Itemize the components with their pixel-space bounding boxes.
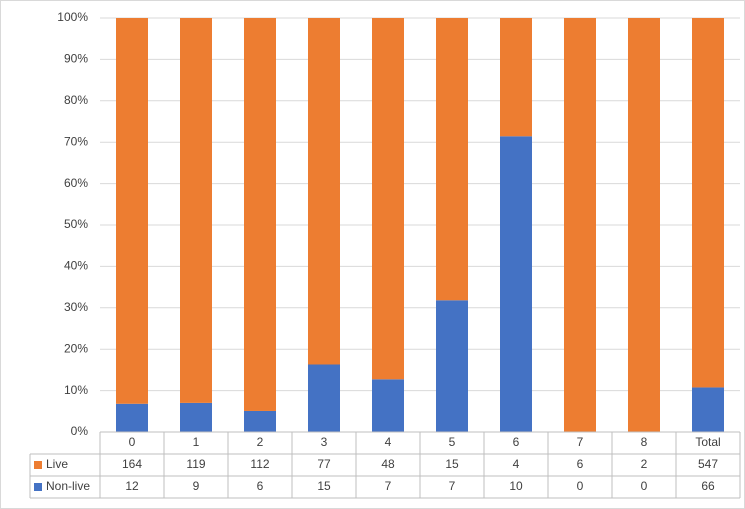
bar-segment xyxy=(372,18,404,380)
x-tick-label: 3 xyxy=(321,435,328,449)
table-value: 0 xyxy=(641,479,648,493)
bar-segment xyxy=(308,18,340,365)
x-tick-label: 5 xyxy=(449,435,456,449)
x-tick-label: 6 xyxy=(513,435,520,449)
bar-segment xyxy=(436,300,468,432)
bar-segment xyxy=(308,364,340,432)
legend-label: Live xyxy=(46,457,68,471)
y-tick-label: 10% xyxy=(64,383,88,397)
bar-segment xyxy=(564,18,596,432)
y-tick-label: 40% xyxy=(64,259,88,273)
bar-segment xyxy=(244,18,276,411)
table-value: 164 xyxy=(122,457,142,471)
x-tick-label: 4 xyxy=(385,435,392,449)
bar-segment xyxy=(372,379,404,432)
table-value: 7 xyxy=(449,479,456,493)
bar-segment xyxy=(436,18,468,301)
table-value: 547 xyxy=(698,457,718,471)
x-tick-label: 0 xyxy=(129,435,136,449)
table-value: 48 xyxy=(381,457,395,471)
table-value: 66 xyxy=(701,479,715,493)
table-value: 15 xyxy=(445,457,459,471)
bar-segment xyxy=(244,410,276,432)
table-value: 4 xyxy=(513,457,520,471)
y-tick-label: 70% xyxy=(64,134,88,148)
bar-segment xyxy=(116,18,148,404)
y-tick-label: 60% xyxy=(64,176,88,190)
legend-swatch xyxy=(34,461,42,469)
bar-segment xyxy=(180,402,212,432)
x-tick-label: 2 xyxy=(257,435,264,449)
x-tick-label: 7 xyxy=(577,435,584,449)
y-tick-label: 90% xyxy=(64,52,88,66)
table-value: 9 xyxy=(193,479,200,493)
table-value: 12 xyxy=(125,479,139,493)
bar-segment xyxy=(628,18,660,432)
y-tick-label: 0% xyxy=(71,424,89,438)
table-value: 112 xyxy=(250,457,269,471)
table-value: 119 xyxy=(186,457,205,471)
bar-segment xyxy=(692,387,724,432)
bar-segment xyxy=(500,136,532,433)
table-value: 10 xyxy=(509,479,523,493)
bar-segment xyxy=(180,18,212,403)
table-value: 15 xyxy=(317,479,331,493)
y-tick-label: 20% xyxy=(64,341,88,355)
bar-segment xyxy=(500,18,532,137)
y-tick-label: 80% xyxy=(64,93,88,107)
table-value: 7 xyxy=(385,479,392,493)
table-value: 6 xyxy=(577,457,584,471)
table-value: 6 xyxy=(257,479,264,493)
bar-segment xyxy=(692,18,724,388)
y-tick-label: 100% xyxy=(57,10,88,24)
legend-swatch xyxy=(34,483,42,491)
x-tick-label: 1 xyxy=(193,435,200,449)
legend-label: Non-live xyxy=(46,479,90,493)
table-value: 2 xyxy=(641,457,648,471)
x-tick-label: Total xyxy=(695,435,720,449)
bar-segment xyxy=(116,403,148,432)
y-tick-label: 30% xyxy=(64,300,88,314)
y-tick-label: 50% xyxy=(64,217,88,231)
x-tick-label: 8 xyxy=(641,435,648,449)
table-value: 0 xyxy=(577,479,584,493)
table-value: 77 xyxy=(317,457,331,471)
